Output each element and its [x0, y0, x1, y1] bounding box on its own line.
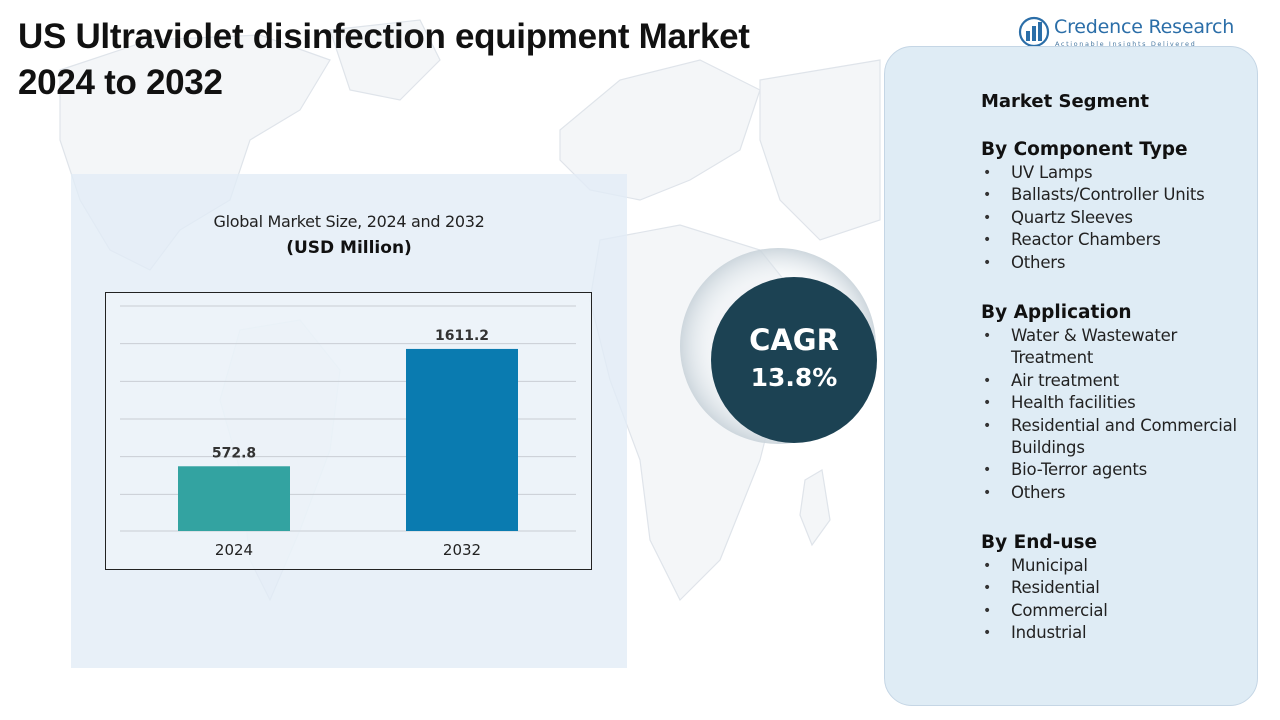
cagr-value: 13.8%: [750, 363, 838, 392]
segment-item: Others: [981, 252, 1251, 275]
segment-item: Others: [981, 482, 1251, 505]
segment-group-end-use: By End-use Municipal Residential Commerc…: [981, 531, 1251, 645]
segment-heading: By Component Type: [981, 139, 1188, 160]
chart-unit-label: (USD Million): [286, 238, 412, 258]
x-tick-label-2024: 2024: [215, 541, 253, 559]
segment-item: Reactor Chambers: [981, 229, 1251, 252]
segment-panel-title: Market Segment: [981, 91, 1149, 112]
x-tick-label-2032: 2032: [443, 541, 481, 559]
page-title-line-2: 2024 to 2032: [18, 63, 223, 102]
page-title: US Ultraviolet disinfection equipment Ma…: [18, 14, 858, 106]
bar-2032: [406, 348, 518, 531]
bar-chart-svg: 572.8 2024 1611.2 2032: [120, 305, 576, 559]
madagascar-shape: [799, 469, 831, 547]
segment-item: Commercial: [981, 600, 1251, 623]
asia-shape: [759, 59, 881, 241]
bar-2024: [178, 466, 290, 531]
brand-tagline: Actionable Insights Delivered: [1055, 40, 1197, 48]
brand-name: Credence Research: [1054, 16, 1235, 38]
segment-item: Residential: [981, 577, 1251, 600]
segment-heading: By Application: [981, 302, 1132, 323]
segment-item: Bio-Terror agents: [981, 459, 1251, 482]
data-label-2024: 572.8: [212, 445, 256, 461]
segment-item: Ballasts/Controller Units: [981, 184, 1251, 207]
bar-chart: 572.8 2024 1611.2 2032: [105, 292, 592, 570]
segment-item: Municipal: [981, 555, 1251, 578]
segment-item: Water & Wastewater Treatment: [981, 325, 1251, 370]
segment-group-application: By Application Water & Wastewater Treatm…: [981, 301, 1251, 505]
segment-item: Quartz Sleeves: [981, 207, 1251, 230]
segment-item: Health facilities: [981, 392, 1251, 415]
data-label-2032: 1611.2: [435, 328, 489, 344]
bar-chart-logo-icon: [1018, 16, 1050, 48]
segment-item: Industrial: [981, 622, 1251, 645]
market-segment-panel: Market Segment By Component Type UV Lamp…: [884, 46, 1258, 706]
cagr-badge: CAGR 13.8%: [711, 277, 877, 443]
segment-item: Residential and Commercial Buildings: [981, 415, 1251, 460]
page-title-line-1: US Ultraviolet disinfection equipment Ma…: [18, 17, 750, 56]
segment-item: UV Lamps: [981, 162, 1251, 185]
cagr-label: CAGR: [749, 323, 839, 357]
segment-heading: By End-use: [981, 532, 1098, 553]
brand-logo: Credence Research Actionable Insights De…: [1018, 16, 1234, 48]
segment-item: Air treatment: [981, 370, 1251, 393]
chart-title: Global Market Size, 2024 and 2032: [213, 212, 485, 231]
greenland-shape: [329, 19, 441, 101]
segment-group-component-type: By Component Type UV Lamps Ballasts/Cont…: [981, 138, 1251, 274]
